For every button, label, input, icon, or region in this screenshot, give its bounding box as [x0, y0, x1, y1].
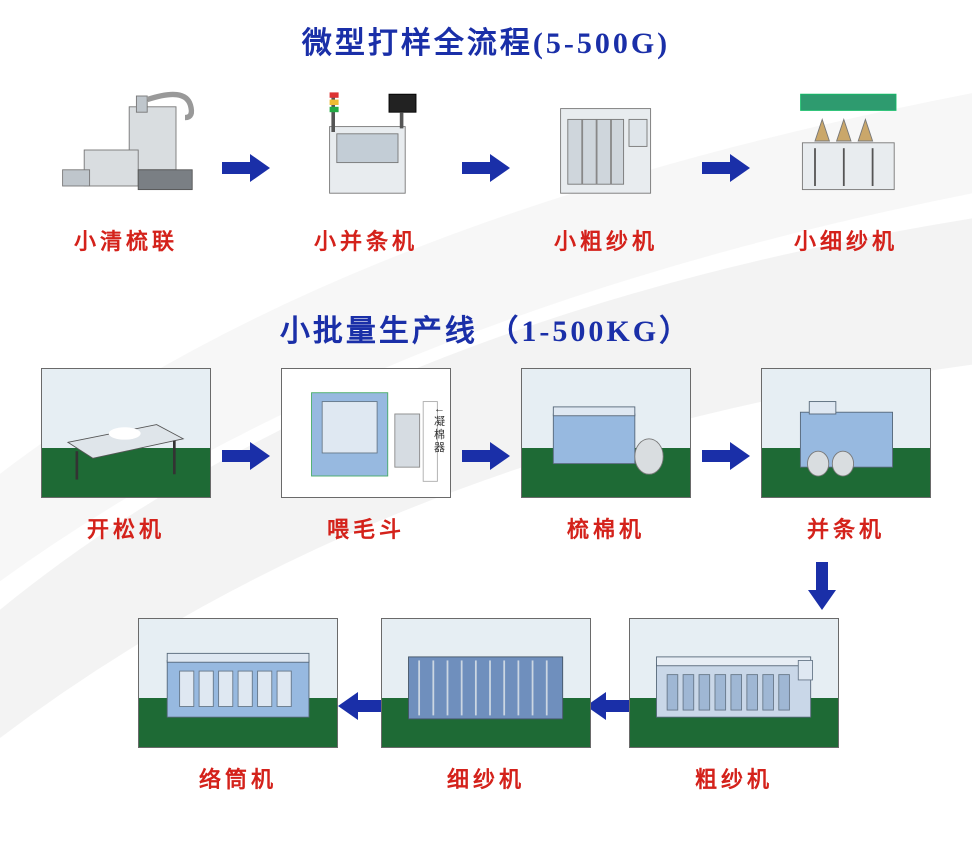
machine-label: 小细纱机 — [794, 224, 898, 256]
section2-row-a: 开松机 ←凝棉器 喂毛斗 — [0, 368, 972, 544]
machine-cushaji: 粗纱机 — [644, 618, 824, 794]
arrow-right-icon — [222, 442, 270, 470]
arrow-right-icon — [462, 154, 510, 182]
machine-img — [629, 618, 839, 748]
section1-flow-row: 小清梳联 小并条机 — [0, 80, 972, 256]
machine-label: 小并条机 — [314, 224, 418, 256]
section2-row-b: 络筒机 细纱机 — [0, 618, 972, 794]
machine-xiaoqingshulian: 小清梳联 — [36, 80, 216, 256]
arrow-right-icon — [462, 442, 510, 470]
arrow-right-icon — [702, 154, 750, 182]
machine-img — [41, 80, 211, 210]
machine-label: 并条机 — [807, 512, 885, 544]
machine-img — [381, 618, 591, 748]
section2-down-arrow-wrap — [0, 554, 972, 614]
arrow-down-icon — [808, 562, 836, 610]
section1-title: 微型打样全流程(5-500G) — [0, 18, 972, 62]
arrow-left-icon — [586, 692, 634, 720]
machine-xishaji: 细纱机 — [396, 618, 576, 794]
machine-label: 细纱机 — [447, 762, 525, 794]
machine-label: 小清梳联 — [74, 224, 178, 256]
machine-label: 喂毛斗 — [327, 512, 405, 544]
machine-img — [138, 618, 338, 748]
machine-label: 小粗纱机 — [554, 224, 658, 256]
machine-img — [41, 368, 211, 498]
machine-label: 络筒机 — [199, 762, 277, 794]
machine-xiaobiantiaoji: 小并条机 — [276, 80, 456, 256]
arrow-left-icon — [338, 692, 386, 720]
side-annotation: ←凝棉器 — [434, 403, 448, 455]
machine-xiaoxishaji: 小细纱机 — [756, 80, 936, 256]
machine-xiaocushaji: 小粗纱机 — [516, 80, 696, 256]
machine-luotongji: 络筒机 — [148, 618, 328, 794]
section2-title: 小批量生产线 （1-500KG） — [0, 306, 972, 350]
arrow-right-icon — [702, 442, 750, 470]
machine-kaisongji: 开松机 — [36, 368, 216, 544]
machine-img — [281, 80, 451, 210]
machine-weimaodou: ←凝棉器 喂毛斗 — [276, 368, 456, 544]
machine-label: 梳棉机 — [567, 512, 645, 544]
machine-img — [521, 368, 691, 498]
machine-img — [761, 368, 931, 498]
machine-label: 粗纱机 — [695, 762, 773, 794]
machine-shumianji: 梳棉机 — [516, 368, 696, 544]
machine-img — [761, 80, 931, 210]
arrow-right-icon — [222, 154, 270, 182]
machine-img — [521, 80, 691, 210]
machine-img: ←凝棉器 — [281, 368, 451, 498]
machine-biantiaoji: 并条机 — [756, 368, 936, 544]
machine-label: 开松机 — [87, 512, 165, 544]
